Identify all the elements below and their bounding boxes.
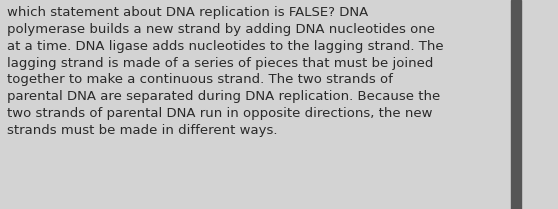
Bar [511, 0, 521, 209]
Text: which statement about DNA replication is FALSE? DNA
polymerase builds a new stra: which statement about DNA replication is… [7, 6, 443, 137]
